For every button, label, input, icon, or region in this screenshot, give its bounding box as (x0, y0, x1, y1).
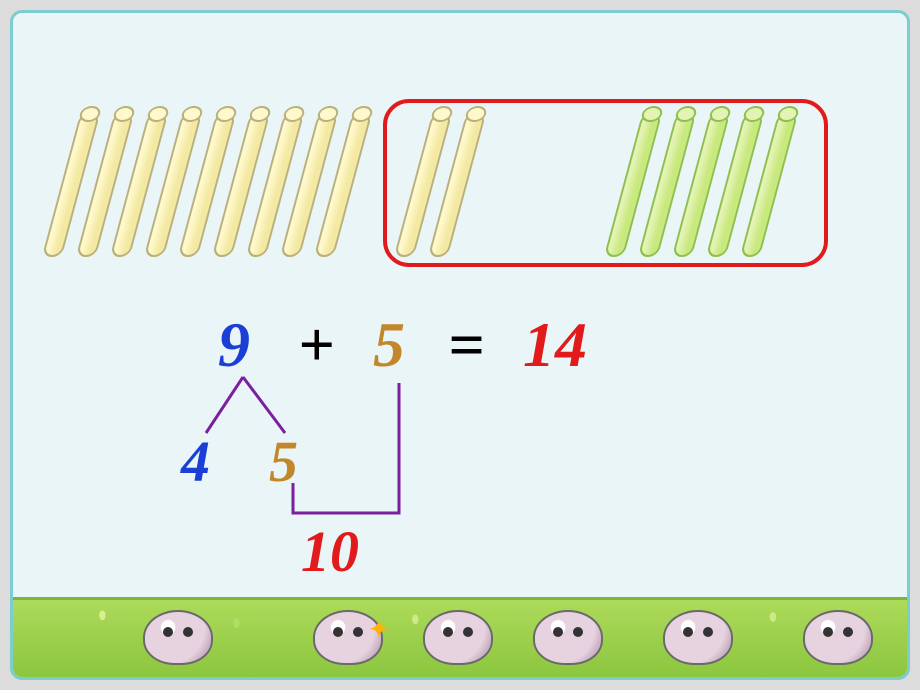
lesson-panel: 9 + 5 = 14 4 5 10 ✦ (10, 10, 910, 680)
grouping-box (383, 99, 828, 267)
split-b: 5 (269, 433, 298, 491)
grass-creature (663, 610, 733, 665)
grass-creature (533, 610, 603, 665)
stage: 9 + 5 = 14 4 5 10 ✦ (0, 0, 920, 690)
split-a: 4 (181, 433, 210, 491)
equation-number-1: 9 (218, 313, 250, 377)
equation-result: 14 (523, 313, 587, 377)
equation-equals: = (448, 313, 484, 377)
grass-creature (803, 610, 873, 665)
sum-ten: 10 (301, 523, 359, 581)
sparkle-icon: ✦ (368, 615, 390, 645)
equation-number-2: 5 (373, 313, 405, 377)
equation-plus: + (298, 313, 334, 377)
grass-creature (143, 610, 213, 665)
grass-creature (423, 610, 493, 665)
